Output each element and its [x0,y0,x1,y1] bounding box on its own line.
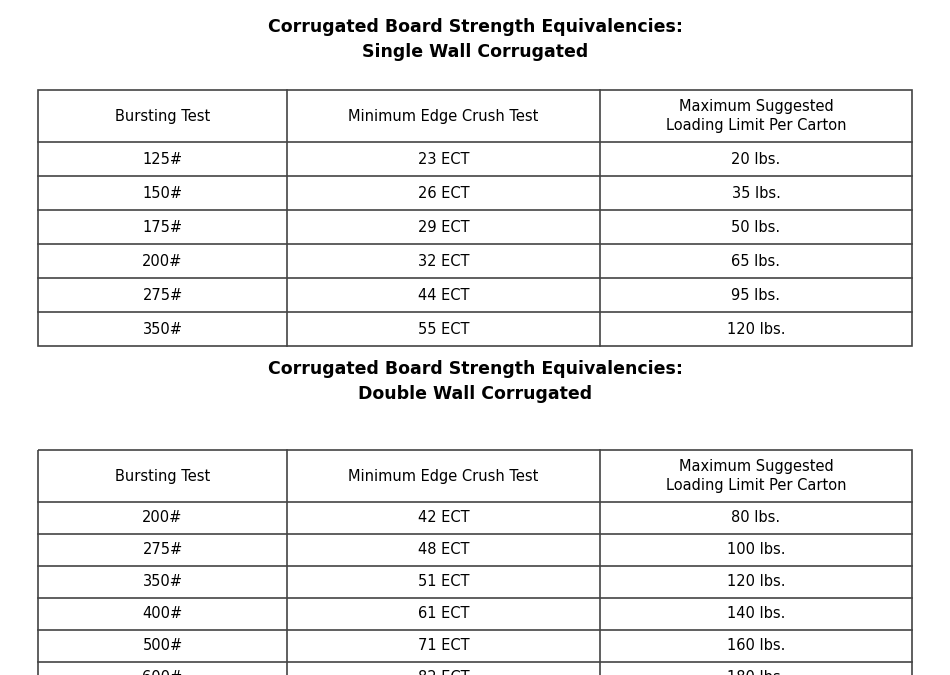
Text: Corrugated Board Strength Equivalencies:
Single Wall Corrugated: Corrugated Board Strength Equivalencies:… [268,18,682,61]
Text: Maximum Suggested
Loading Limit Per Carton: Maximum Suggested Loading Limit Per Cart… [666,458,846,493]
Text: 35 lbs.: 35 lbs. [732,186,781,200]
Bar [38,90,912,346]
Text: Corrugated Board Strength Equivalencies:
Double Wall Corrugated: Corrugated Board Strength Equivalencies:… [268,360,682,403]
Text: 55 ECT: 55 ECT [418,321,469,337]
Text: 48 ECT: 48 ECT [418,543,469,558]
Text: 23 ECT: 23 ECT [418,151,469,167]
Text: Bursting Test: Bursting Test [115,468,210,483]
Text: Minimum Edge Crush Test: Minimum Edge Crush Test [349,468,539,483]
Text: 120 lbs.: 120 lbs. [727,321,786,337]
Text: 26 ECT: 26 ECT [418,186,469,200]
Text: 44 ECT: 44 ECT [418,288,469,302]
Text: 20 lbs.: 20 lbs. [732,151,781,167]
Text: 600#: 600# [142,670,182,675]
Text: 160 lbs.: 160 lbs. [727,639,786,653]
Text: 150#: 150# [142,186,182,200]
Text: 32 ECT: 32 ECT [418,254,469,269]
Text: 61 ECT: 61 ECT [418,607,469,622]
Text: Maximum Suggested
Loading Limit Per Carton: Maximum Suggested Loading Limit Per Cart… [666,99,846,134]
Text: 400#: 400# [142,607,182,622]
Text: 200#: 200# [142,254,182,269]
Text: 180 lbs.: 180 lbs. [727,670,786,675]
Text: Bursting Test: Bursting Test [115,109,210,124]
Text: 350#: 350# [142,321,182,337]
Text: 95 lbs.: 95 lbs. [732,288,781,302]
Text: 275#: 275# [142,543,182,558]
Text: 42 ECT: 42 ECT [418,510,469,526]
Text: 65 lbs.: 65 lbs. [732,254,781,269]
Text: 175#: 175# [142,219,182,234]
Text: 100 lbs.: 100 lbs. [727,543,786,558]
Text: 51 ECT: 51 ECT [418,574,469,589]
Text: Minimum Edge Crush Test: Minimum Edge Crush Test [349,109,539,124]
Text: 80 lbs.: 80 lbs. [732,510,781,526]
Bar [38,450,912,675]
Text: 140 lbs.: 140 lbs. [727,607,786,622]
Text: 500#: 500# [142,639,182,653]
Text: 50 lbs.: 50 lbs. [732,219,781,234]
Text: 82 ECT: 82 ECT [418,670,469,675]
Text: 275#: 275# [142,288,182,302]
Text: 350#: 350# [142,574,182,589]
Text: 120 lbs.: 120 lbs. [727,574,786,589]
Text: 29 ECT: 29 ECT [418,219,469,234]
Text: 71 ECT: 71 ECT [418,639,469,653]
Text: 125#: 125# [142,151,182,167]
Text: 200#: 200# [142,510,182,526]
